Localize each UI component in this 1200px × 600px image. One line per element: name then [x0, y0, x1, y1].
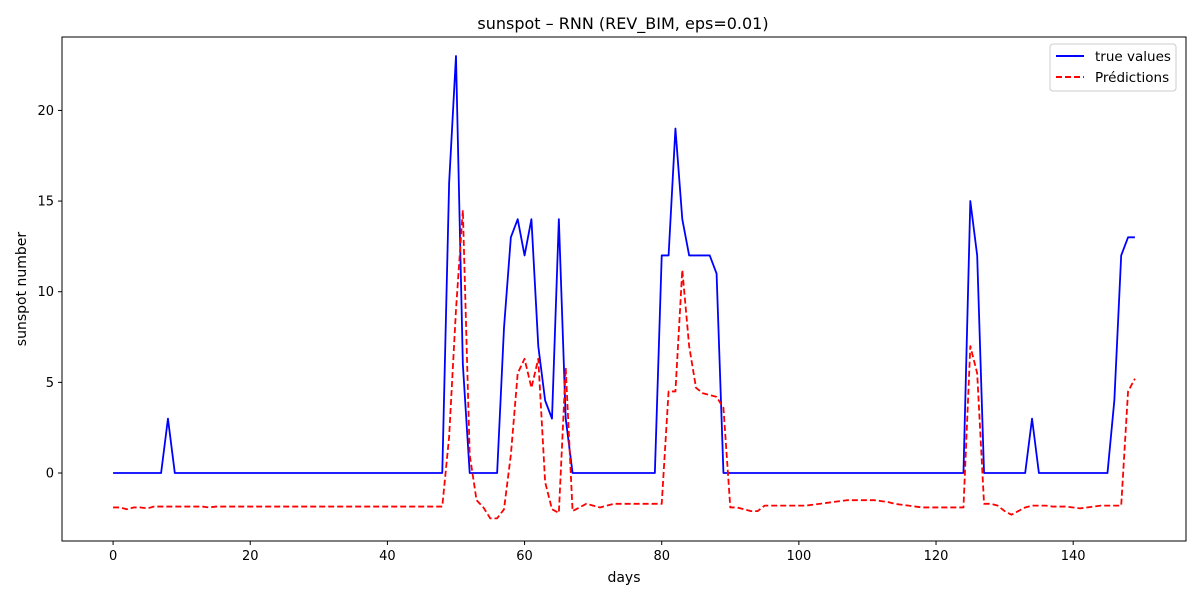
series-layer	[113, 55, 1136, 520]
chart-title: sunspot – RNN (REV_BIM, eps=0.01)	[477, 14, 768, 34]
y-tick-label: 5	[46, 376, 54, 391]
y-tick-label: 15	[37, 195, 54, 210]
x-tick-label: 20	[242, 549, 259, 564]
x-tick-label: 60	[516, 549, 533, 564]
plot-area	[61, 36, 1187, 542]
legend-label-predictions: Prédictions	[1095, 70, 1169, 86]
series-line-true-values	[113, 55, 1135, 474]
x-tick-label: 100	[786, 549, 811, 564]
plot-frame	[61, 36, 1187, 542]
y-tick-label: 10	[37, 285, 54, 300]
x-axis-label: days	[607, 570, 640, 586]
y-axis: 0 5 10 15 20	[37, 104, 62, 482]
x-tick-label: 40	[379, 549, 396, 564]
y-tick-label: 0	[46, 467, 54, 482]
x-tick-label: 120	[924, 549, 949, 564]
x-axis: 0 20 40 60 80 100 120 140	[109, 541, 1086, 564]
legend: true values Prédictions	[1049, 43, 1177, 92]
x-tick-label: 80	[653, 549, 670, 564]
x-tick-label: 140	[1061, 549, 1086, 564]
series-line-predictions	[113, 209, 1136, 520]
y-tick-label: 20	[37, 104, 54, 119]
y-axis-label: sunspot number	[14, 232, 30, 347]
x-tick-label: 0	[109, 549, 117, 564]
legend-label-true-values: true values	[1095, 49, 1171, 65]
